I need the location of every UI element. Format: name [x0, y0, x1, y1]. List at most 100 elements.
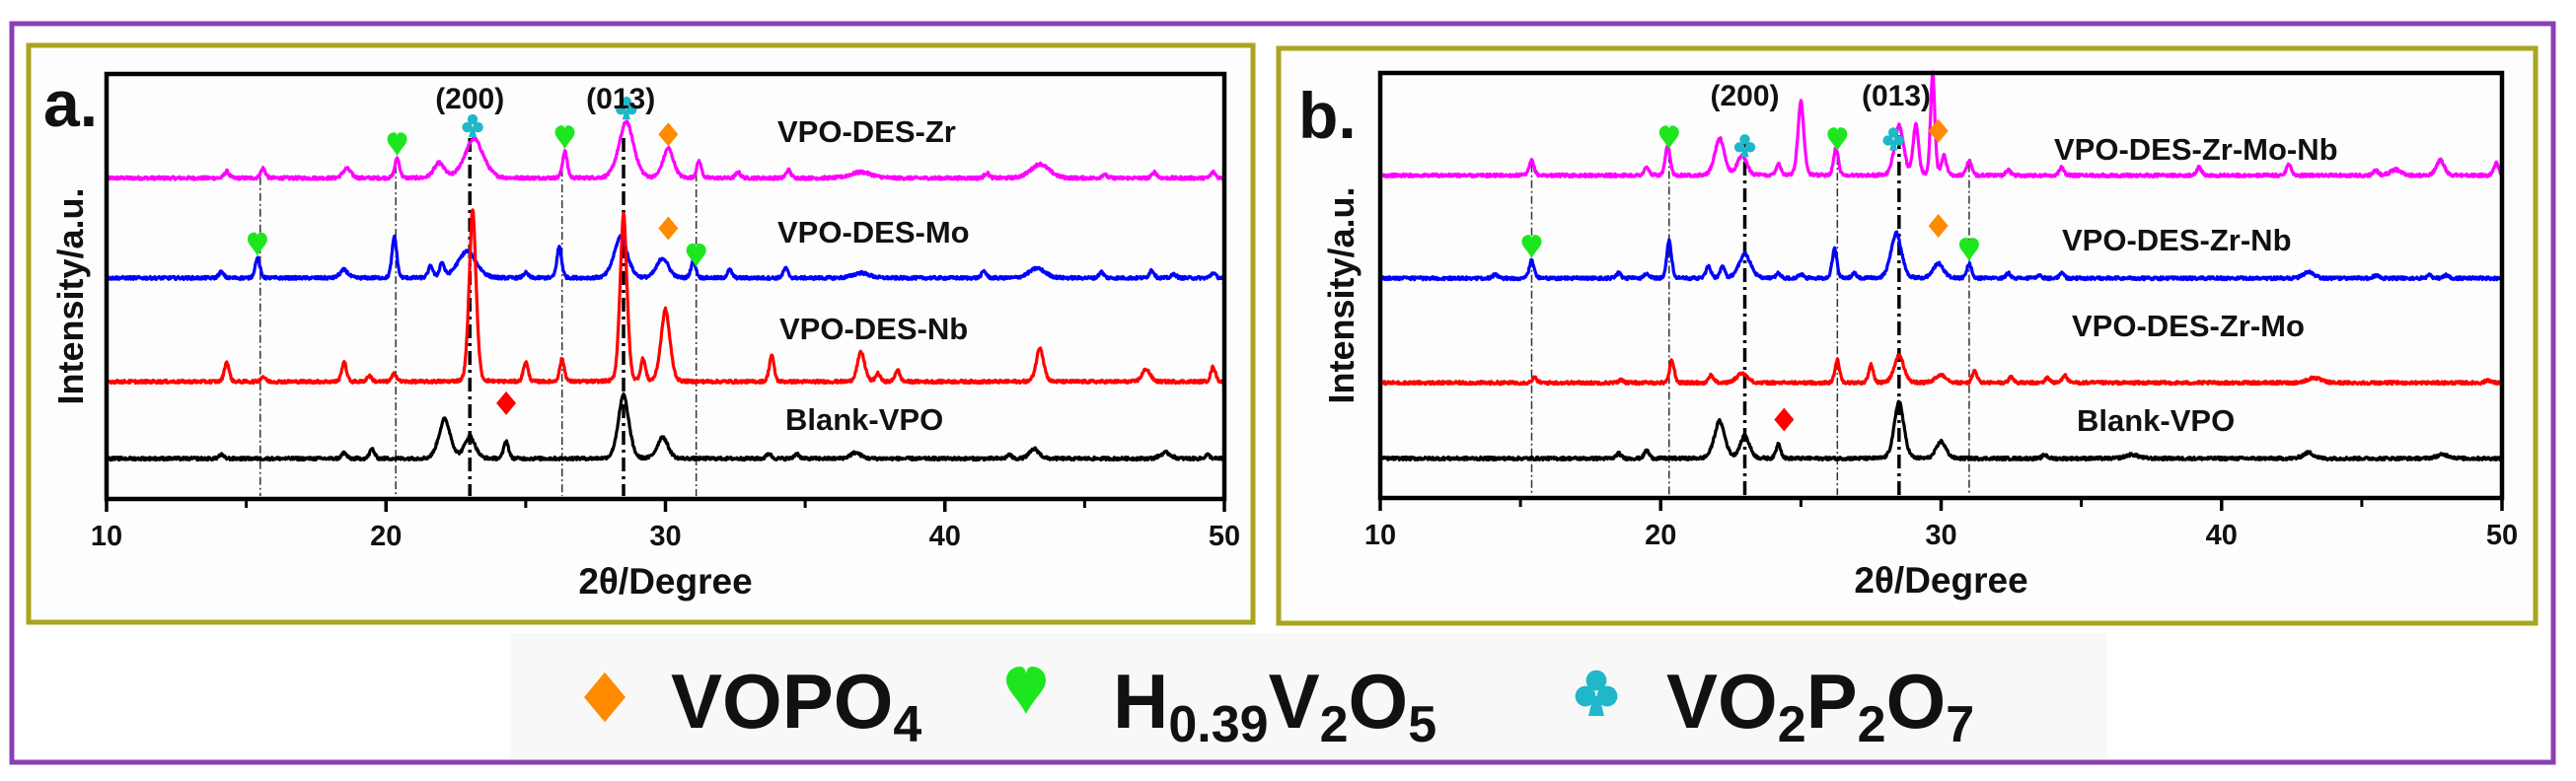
- club-leaf: [626, 104, 637, 115]
- series-line-blank-vpo: [1378, 399, 2504, 462]
- x-tick-label: 40: [929, 521, 961, 552]
- heart-shape: [1006, 667, 1046, 714]
- phase-marker-diamond-icon: [1928, 213, 1949, 238]
- x-tick-label: 10: [1364, 520, 1396, 551]
- legend-vopo4-label: VOPO4: [671, 658, 921, 753]
- club-stem: [1588, 696, 1604, 716]
- panel-b: VPO-DES-Zr-Mo-Nb VPO-DES-Zr-Nb VPO-DES-Zr-…: [1298, 70, 2518, 601]
- phase-marker-diamond-icon: [1774, 407, 1795, 432]
- phase-marker-heart-icon: [686, 243, 706, 267]
- x-tick-label: 10: [91, 521, 122, 552]
- diamond-shape: [658, 122, 679, 147]
- heart-shape: [247, 232, 267, 256]
- club-leaf: [1739, 134, 1750, 145]
- series-label: Blank-VPO: [2077, 403, 2235, 438]
- x-tick-label: 20: [1645, 520, 1676, 551]
- phase-marker-diamond-icon: [658, 216, 679, 241]
- panel-a-border: [26, 42, 1256, 625]
- diamond-shape: [1928, 118, 1949, 143]
- diamond-shape: [1928, 213, 1949, 238]
- panel-label: a.: [43, 67, 98, 140]
- phase-marker-heart-icon: [1521, 235, 1542, 259]
- phase-legend: VOPO4 H0.39V2O5 VO2P2O7: [511, 633, 2107, 759]
- series-label: VPO-DES-Mo: [777, 215, 970, 249]
- y-axis-label: Intensity/a.u.: [1321, 186, 1362, 403]
- heart-shape: [686, 243, 706, 267]
- legend-h039v2o5-label: H0.39V2O5: [1113, 658, 1436, 753]
- series-line-vpo-des-zr: [105, 119, 1226, 181]
- heart-shape: [1827, 127, 1848, 152]
- phase-marker-heart-icon: [387, 132, 407, 157]
- series-label: VPO-DES-Zr-Nb: [2062, 223, 2292, 257]
- x-tick-label: 50: [1209, 521, 1240, 552]
- club-leaf: [1575, 685, 1596, 707]
- series-line-vpo-des-nb: [105, 208, 1226, 386]
- x-tick-label: 20: [370, 521, 402, 552]
- x-tick-label: 30: [649, 521, 681, 552]
- heart-icon: [1006, 667, 1046, 714]
- club-leaf: [1733, 142, 1745, 153]
- phase-marker-heart-icon: [1658, 125, 1679, 150]
- legend-vo2p2o7-club-icon: [1575, 670, 1618, 716]
- series-line-vpo-des-zr-mo: [1378, 353, 2504, 387]
- club-leaf: [1893, 135, 1904, 146]
- club-leaf: [1596, 685, 1618, 707]
- diamond-shape: [584, 672, 626, 723]
- heart-shape: [1958, 238, 1979, 262]
- x-tick-label: 50: [2486, 520, 2518, 551]
- series-label: Blank-VPO: [785, 402, 943, 437]
- x-tick-label: 40: [2206, 520, 2238, 551]
- phase-marker-club-icon: [1882, 127, 1904, 151]
- phase-marker-heart-icon: [1827, 127, 1848, 152]
- club-leaf: [1887, 127, 1899, 138]
- x-tick-label: 30: [1925, 520, 1956, 551]
- club-leaf: [462, 121, 473, 133]
- heart-shape: [554, 125, 575, 150]
- diamond-shape: [496, 390, 517, 415]
- series-label: VPO-DES-Zr-Mo-Nb: [2054, 132, 2338, 167]
- x-axis-label: 2θ/Degree: [1854, 560, 2027, 601]
- phase-marker-diamond-icon: [658, 122, 679, 147]
- series-label: VPO-DES-Zr-Mo: [2072, 309, 2305, 343]
- diamond-shape: [658, 216, 679, 241]
- panel-b-border: [1276, 45, 2539, 626]
- legend-h039v2o5-heart-icon: [1006, 667, 1046, 714]
- heart-shape: [1521, 235, 1542, 259]
- club-stem: [1740, 147, 1749, 158]
- club-stem: [622, 109, 630, 120]
- diamond-icon: [584, 672, 626, 723]
- club-leaf: [1882, 135, 1893, 146]
- phase-marker-club-icon: [1733, 134, 1756, 158]
- phase-marker-heart-icon: [247, 232, 267, 256]
- series-label: VPO-DES-Nb: [779, 312, 968, 346]
- y-axis-label: Intensity/a.u.: [50, 187, 91, 404]
- series-line-vpo-des-zr-mo-nb: [1378, 70, 2504, 178]
- hkl-label: (200): [1711, 80, 1780, 112]
- club-leaf: [467, 113, 478, 125]
- club-leaf: [473, 121, 483, 133]
- x-axis-label: 2θ/Degree: [578, 561, 752, 602]
- club-leaf: [1744, 142, 1756, 153]
- series-label: VPO-DES-Zr: [777, 114, 956, 149]
- series-line-vpo-des-zr-nb: [1378, 230, 2504, 282]
- diamond-shape: [1774, 407, 1795, 432]
- heart-shape: [387, 132, 407, 157]
- club-leaf: [1585, 670, 1607, 691]
- phase-marker-heart-icon: [1958, 238, 1979, 262]
- club-leaf: [616, 104, 626, 115]
- series-line-vpo-des-mo: [105, 234, 1226, 281]
- panel-label: b.: [1298, 79, 1357, 152]
- series-line-blank-vpo: [105, 391, 1226, 462]
- legend-background: [511, 633, 2107, 759]
- hkl-label: (013): [586, 83, 655, 115]
- hkl-label: (200): [435, 83, 504, 115]
- club-leaf: [621, 96, 632, 107]
- club-stem: [469, 127, 478, 138]
- legend-vo2p2o7-label: VO2P2O7: [1666, 658, 1974, 753]
- phase-marker-diamond-icon: [1928, 118, 1949, 143]
- hkl-label: (013): [1862, 80, 1931, 112]
- club-stem: [1889, 140, 1898, 151]
- legend-vopo4-diamond-icon: [584, 672, 626, 723]
- phase-marker-heart-icon: [554, 125, 575, 150]
